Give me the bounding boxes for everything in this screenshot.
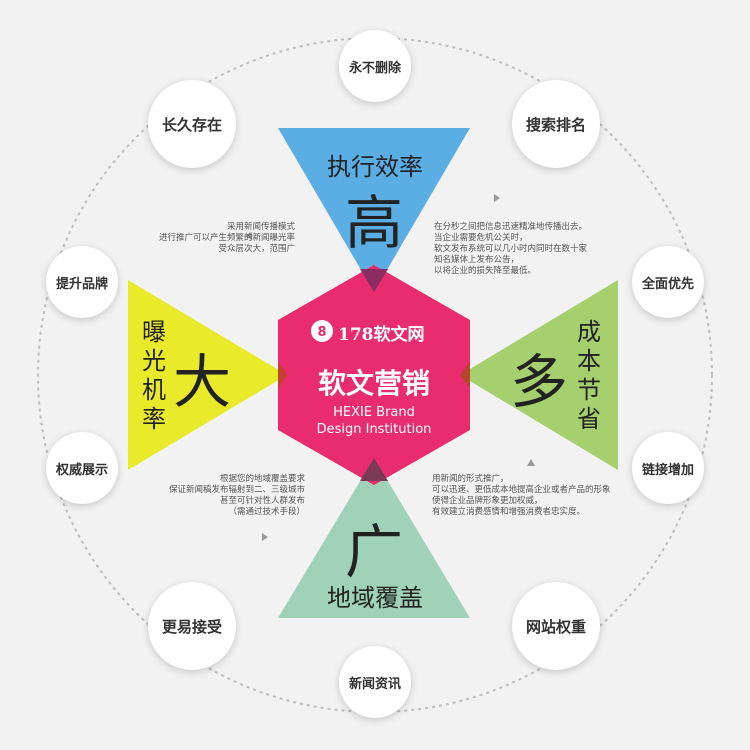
overlap-bottom [360,458,388,481]
center-logo-text: 178软文网 [338,325,425,345]
node-brand: 提升品牌 [46,246,118,318]
node-search-rank: 搜索排名 [512,80,600,168]
left-label: 曝光机率 [142,318,166,433]
arrow-bottom-right [527,459,535,466]
right-label: 成本节省 [577,318,601,433]
center-hexagon [278,265,470,485]
center-subtitle-2: Design Institution [316,422,432,437]
center-title: 软文营销 [317,367,430,400]
top-big: 高 [344,189,403,257]
outer-ring [37,37,713,713]
node-authority: 权威展示 [46,432,118,504]
right-big: 多 [510,348,569,416]
triangle-left [128,280,287,470]
desc-bottom-left: 根据您的地域覆盖要求 保证新闻稿发布辐射到二、三级城市 甚至可针对性人群发布 （… [168,474,305,517]
node-comprehensive: 全面优先 [632,246,704,318]
node-permanent: 永不删除 [339,30,411,102]
node-site-weight: 网站权重 [512,582,600,670]
triangle-top [278,128,470,292]
overlap-right [460,362,470,388]
top-label: 执行效率 [327,153,423,181]
left-big: 大 [173,348,232,416]
center-subtitle-1: HEXIE Brand [333,405,415,420]
arrow-top-right [494,194,500,202]
overlap-top [360,269,388,292]
node-news: 新闻资讯 [339,646,411,718]
node-more-links: 链接增加 [632,432,704,504]
bottom-label: 地域覆盖 [327,584,423,612]
node-long-lasting: 长久存在 [148,80,236,168]
triangle-right [460,280,618,470]
desc-bottom-right: 用新闻的形式推广， 可以迅速、更低成本地提高企业或者产品的形象 使得企业品牌形象… [432,474,611,517]
desc-top-right: 在分秒之间把信息迅速精准地传播出去。 当企业需要危机公关时， 软文发布系统可以几… [434,222,588,276]
node-easier-accept: 更易接受 [148,582,236,670]
arrow-top-left [245,232,252,240]
logo-icon [311,320,333,342]
triangle-bottom [278,458,470,618]
bottom-big: 广 [344,518,403,586]
overlap-left [278,362,287,388]
desc-top-left: 采用新闻传播模式 进行推广可以产生频繁的新闻曝光率 受众层次大，范围广 [158,222,295,254]
logo-mark: 8 [317,325,326,340]
arrow-bottom-left [262,533,268,541]
